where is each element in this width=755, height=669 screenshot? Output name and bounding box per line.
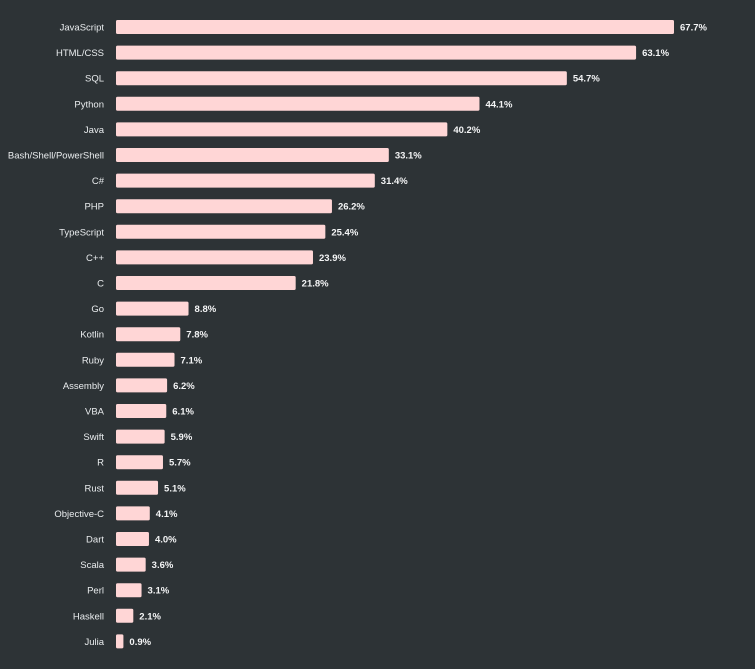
value-label: 4.0% [155, 535, 177, 546]
bar [116, 199, 332, 214]
category-label: C [97, 279, 104, 290]
category-label: Ruby [82, 355, 104, 366]
category-label: Objective-C [54, 509, 104, 520]
value-label: 0.9% [129, 637, 151, 648]
value-label: 21.8% [302, 279, 329, 290]
category-label: Assembly [63, 381, 104, 392]
value-label: 67.7% [680, 23, 707, 34]
category-label: PHP [84, 202, 104, 213]
bar [116, 506, 150, 521]
value-label: 33.1% [395, 151, 422, 162]
category-label: Haskell [73, 611, 104, 622]
category-label: Python [74, 99, 104, 110]
bar [116, 122, 448, 137]
bar [116, 404, 167, 418]
value-label: 6.2% [173, 381, 195, 392]
bar [116, 173, 375, 188]
value-label: 44.1% [485, 99, 512, 110]
value-label: 4.1% [156, 509, 178, 520]
category-label: TypeScript [59, 227, 104, 238]
category-label: Kotlin [80, 330, 104, 341]
bar [116, 608, 134, 623]
value-label: 5.1% [164, 483, 186, 494]
bar [116, 45, 637, 60]
category-label: Bash/Shell/PowerShell [8, 151, 104, 162]
bar [116, 20, 674, 34]
bar [116, 71, 567, 86]
value-label: 40.2% [453, 125, 480, 136]
bar [116, 352, 175, 367]
value-label: 25.4% [331, 227, 358, 238]
value-label: 3.6% [152, 560, 174, 571]
bar [116, 455, 163, 470]
category-label: C# [92, 176, 105, 187]
bar [116, 250, 313, 265]
bar [116, 429, 165, 444]
bar [116, 276, 296, 290]
bar [116, 532, 149, 546]
category-label: SQL [85, 74, 104, 85]
category-label: Dart [86, 535, 104, 546]
category-label: Scala [80, 560, 104, 571]
bars-group: JavaScript 67.7% HTML/CSS 63.1% SQL 54.7% Pyth… [8, 20, 707, 649]
bar [116, 96, 480, 111]
bar [116, 583, 142, 598]
value-label: 8.8% [195, 304, 217, 315]
bar [116, 480, 159, 495]
bar [116, 327, 181, 342]
bar [116, 148, 389, 162]
value-label: 5.9% [171, 432, 193, 443]
bar [116, 634, 124, 649]
value-label: 5.7% [169, 458, 191, 469]
category-label: Java [84, 125, 105, 136]
value-label: 26.2% [338, 202, 365, 213]
value-label: 6.1% [172, 407, 194, 418]
value-label: 63.1% [642, 48, 669, 59]
category-label: C++ [86, 253, 104, 264]
value-label: 7.8% [186, 330, 208, 341]
category-label: JavaScript [60, 23, 105, 34]
category-label: Perl [87, 586, 104, 597]
bar [116, 224, 326, 239]
bar [116, 557, 146, 572]
category-label: Swift [83, 432, 104, 443]
value-label: 3.1% [148, 586, 170, 597]
category-label: Rust [84, 483, 104, 494]
value-label: 2.1% [139, 611, 161, 622]
category-label: R [97, 458, 104, 469]
value-label: 54.7% [573, 74, 600, 85]
bar [116, 301, 189, 316]
category-label: HTML/CSS [56, 48, 104, 59]
value-label: 23.9% [319, 253, 346, 264]
bar [116, 378, 168, 393]
category-label: Julia [84, 637, 104, 648]
category-label: Go [91, 304, 104, 315]
value-label: 31.4% [381, 176, 408, 187]
category-label: VBA [85, 407, 105, 418]
value-label: 7.1% [181, 355, 203, 366]
